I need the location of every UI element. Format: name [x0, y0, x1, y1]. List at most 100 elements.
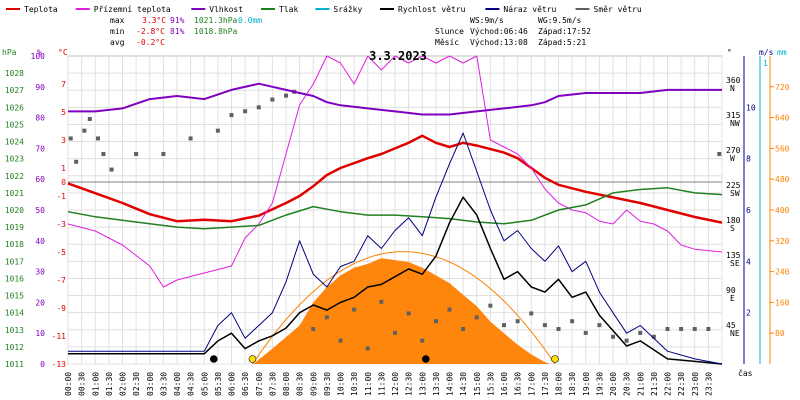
pressure-tick: 1017: [5, 257, 24, 266]
legend-label: Tlak: [279, 5, 298, 14]
direction-tick-deg: 45: [726, 321, 736, 330]
solar-radiation-area: [253, 258, 551, 364]
pressure-tick: 1011: [5, 360, 24, 369]
direction-tick-dir: SE: [730, 259, 740, 268]
x-axis-label: čas: [738, 368, 753, 378]
wind-direction-point: [515, 319, 520, 324]
stat-max-label: max: [110, 16, 125, 25]
wind-direction-point: [447, 307, 452, 312]
x-tick-label: 09:00: [309, 372, 318, 396]
x-tick-label: 16:00: [500, 372, 509, 396]
x-tick-label: 12:00: [391, 372, 400, 396]
direction-unit: °: [727, 48, 732, 57]
sun-path-curve: [252, 251, 556, 365]
humidity-tick: 50: [35, 206, 45, 215]
chart-title: 3.3.2023: [369, 49, 427, 63]
humidity-tick: 90: [35, 83, 45, 92]
humidity-tick: 0: [40, 360, 45, 369]
x-tick-label: 23:00: [691, 372, 700, 396]
moonset-marker: [209, 355, 218, 363]
wind-direction-point: [692, 327, 697, 331]
wind-direction-point: [420, 338, 425, 343]
sunrise-marker: [248, 355, 257, 363]
x-tick-label: 14:00: [446, 372, 455, 396]
temperature-tick: -1: [56, 192, 66, 201]
temperature-tick: -3: [56, 220, 66, 229]
sun-label: Slunce: [435, 27, 464, 36]
humidity-tick: 40: [35, 237, 45, 246]
x-tick-label: 09:30: [323, 372, 332, 396]
moon-set: Západ:5:21: [538, 38, 586, 47]
wind-direction-point: [87, 117, 92, 121]
x-tick-label: 00:30: [78, 372, 87, 396]
humidity-tick: 70: [35, 144, 45, 153]
x-tick-label: 22:30: [677, 372, 686, 396]
x-tick-label: 03:00: [146, 372, 155, 396]
pressure-tick: 1024: [5, 138, 24, 147]
wind-direction-point: [338, 338, 343, 343]
temperature-tick: 3: [61, 136, 66, 145]
series-line-wind: [68, 196, 723, 365]
legend: Teplota Přízemní teplota Vlhkost Tlak Srážky…: [6, 5, 642, 14]
stat-min-hum: 81%: [170, 27, 185, 36]
x-tick-label: 08:30: [296, 372, 305, 396]
moon-label: Měsíc: [435, 38, 459, 47]
x-tick-label: 10:30: [350, 372, 359, 396]
temperature-tick: 1: [61, 164, 66, 173]
series: [67, 55, 723, 365]
x-tick-label: 04:00: [173, 372, 182, 396]
wind-unit: m/s: [759, 48, 774, 57]
x-tick-label: 16:30: [514, 372, 523, 396]
x-tick-label: 02:00: [119, 372, 128, 396]
axes: 1028102710261025102410231022102110201019…: [5, 52, 790, 396]
wind-ws: WS:9m/s: [470, 16, 504, 25]
x-tick-label: 22:00: [664, 372, 673, 396]
x-tick-label: 13:30: [432, 372, 441, 396]
wind-direction-point: [95, 136, 100, 141]
temperature-tick: -11: [52, 332, 67, 341]
wind-direction-point: [624, 338, 629, 343]
x-tick-label: 07:00: [255, 372, 264, 396]
temperature-tick: -7: [56, 276, 66, 285]
wind-direction-point: [474, 315, 479, 320]
humidity-tick: 20: [35, 298, 45, 307]
wind-direction-point: [365, 346, 370, 351]
x-tick-label: 01:30: [105, 372, 114, 396]
humidity-tick: 30: [35, 268, 45, 277]
wind-direction-point: [352, 307, 357, 312]
stat-min-temp: -2.8°C: [136, 27, 165, 36]
series-line-ground: [67, 55, 723, 288]
wind-direction-point: [406, 311, 411, 316]
humidity-tick: 100: [31, 52, 46, 61]
legend-label: Srážky: [333, 5, 362, 14]
wind-direction-point: [379, 299, 384, 304]
direction-tick-deg: 360: [726, 76, 741, 85]
direction-tick-deg: 270: [726, 146, 741, 155]
wind-tick: 8: [746, 155, 751, 164]
rain-tick: 1: [763, 59, 768, 68]
sunset-marker: [551, 355, 559, 363]
direction-tick-dir: SW: [730, 189, 740, 198]
solar-tick: 320: [775, 237, 790, 246]
temperature-tick: 5: [61, 108, 66, 117]
x-tick-label: 05:00: [200, 372, 209, 396]
temperature-tick: -13: [52, 360, 67, 369]
x-tick-label: 10:00: [337, 372, 346, 396]
stat-min-label: min: [110, 27, 125, 36]
direction-tick-dir: N: [730, 84, 735, 93]
solar-tick: 560: [775, 144, 790, 153]
x-tick-label: 18:30: [568, 372, 577, 396]
pressure-tick: 1015: [5, 292, 24, 301]
solar-tick: 400: [775, 206, 790, 215]
wind-wg: WG:9.5m/s: [538, 16, 582, 25]
pressure-tick: 1014: [5, 309, 24, 318]
pressure-tick: 1026: [5, 103, 24, 112]
wind-direction-point: [256, 105, 261, 110]
series-line-humidity: [68, 82, 722, 116]
direction-tick-dir: NW: [730, 119, 740, 128]
wind-direction-point: [324, 315, 329, 320]
wind-tick: 10: [746, 103, 756, 112]
humidity-tick: 10: [35, 329, 45, 338]
